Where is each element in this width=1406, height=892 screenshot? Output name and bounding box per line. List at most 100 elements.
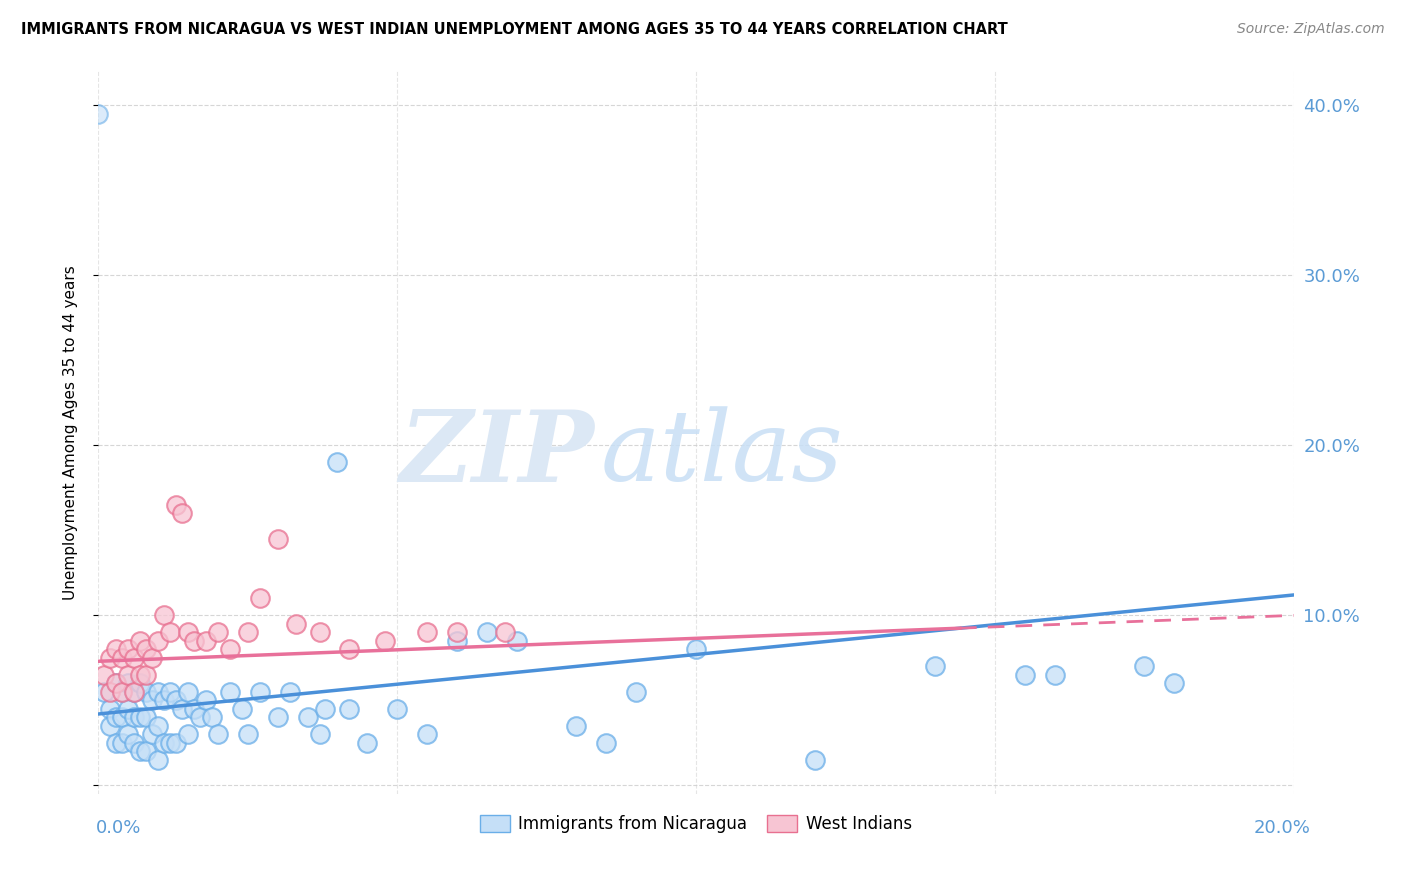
Point — [111, 685, 134, 699]
Point — [98, 685, 122, 699]
Point — [98, 651, 122, 665]
Point — [446, 625, 468, 640]
Point — [308, 727, 330, 741]
Point — [105, 642, 128, 657]
Point — [141, 651, 163, 665]
Point — [236, 625, 259, 640]
Point — [219, 685, 242, 699]
Point — [207, 625, 229, 640]
Point — [195, 633, 218, 648]
Point — [165, 693, 187, 707]
Point — [148, 633, 170, 648]
Point — [308, 625, 330, 640]
Point — [117, 642, 139, 657]
Point — [159, 625, 181, 640]
Point — [129, 676, 152, 690]
Point — [129, 633, 152, 648]
Text: Source: ZipAtlas.com: Source: ZipAtlas.com — [1237, 22, 1385, 37]
Point — [506, 633, 529, 648]
Point — [117, 702, 139, 716]
Point — [129, 710, 152, 724]
Point — [159, 685, 181, 699]
Point — [374, 633, 396, 648]
Point — [267, 710, 290, 724]
Point — [153, 736, 176, 750]
Point — [183, 633, 205, 648]
Point — [135, 710, 157, 724]
Point — [135, 642, 157, 657]
Point — [124, 651, 146, 665]
Point — [924, 659, 946, 673]
Point — [135, 744, 157, 758]
Point — [626, 685, 648, 699]
Point — [87, 107, 110, 121]
Point — [446, 633, 468, 648]
Point — [93, 668, 115, 682]
Point — [129, 744, 152, 758]
Point — [141, 727, 163, 741]
Point — [111, 710, 134, 724]
Point — [201, 710, 224, 724]
Point — [117, 676, 139, 690]
Point — [804, 753, 827, 767]
Point — [236, 727, 259, 741]
Point — [297, 710, 319, 724]
Point — [1133, 659, 1156, 673]
Point — [249, 685, 271, 699]
Point — [385, 702, 409, 716]
Point — [153, 608, 176, 623]
Point — [219, 642, 242, 657]
Point — [135, 685, 157, 699]
Text: 0.0%: 0.0% — [96, 819, 141, 837]
Point — [111, 736, 134, 750]
Point — [124, 710, 146, 724]
Point — [177, 727, 200, 741]
Point — [1163, 676, 1185, 690]
Point — [172, 507, 194, 521]
Point — [105, 736, 128, 750]
Text: atlas: atlas — [600, 407, 844, 502]
Point — [356, 736, 378, 750]
Y-axis label: Unemployment Among Ages 35 to 44 years: Unemployment Among Ages 35 to 44 years — [63, 265, 77, 600]
Point — [159, 736, 181, 750]
Point — [98, 702, 122, 716]
Point — [195, 693, 218, 707]
Point — [153, 693, 176, 707]
Point — [565, 719, 588, 733]
Point — [188, 710, 211, 724]
Point — [165, 736, 187, 750]
Point — [98, 719, 122, 733]
Point — [105, 676, 128, 690]
Point — [284, 616, 307, 631]
Point — [172, 702, 194, 716]
Point — [685, 642, 707, 657]
Point — [267, 532, 290, 546]
Point — [416, 625, 439, 640]
Point — [278, 685, 301, 699]
Point — [93, 685, 115, 699]
Point — [339, 702, 361, 716]
Point — [105, 676, 128, 690]
Point — [416, 727, 439, 741]
Text: IMMIGRANTS FROM NICARAGUA VS WEST INDIAN UNEMPLOYMENT AMONG AGES 35 TO 44 YEARS : IMMIGRANTS FROM NICARAGUA VS WEST INDIAN… — [21, 22, 1008, 37]
Point — [231, 702, 253, 716]
Point — [183, 702, 205, 716]
Point — [148, 685, 170, 699]
Point — [148, 719, 170, 733]
Point — [141, 693, 163, 707]
Point — [105, 710, 128, 724]
Point — [315, 702, 337, 716]
Point — [124, 736, 146, 750]
Point — [124, 685, 146, 699]
Point — [1014, 668, 1036, 682]
Point — [177, 685, 200, 699]
Point — [249, 591, 271, 606]
Point — [207, 727, 229, 741]
Point — [129, 668, 152, 682]
Point — [165, 498, 187, 512]
Point — [339, 642, 361, 657]
Legend: Immigrants from Nicaragua, West Indians: Immigrants from Nicaragua, West Indians — [474, 808, 918, 839]
Point — [124, 685, 146, 699]
Point — [111, 685, 134, 699]
Point — [595, 736, 617, 750]
